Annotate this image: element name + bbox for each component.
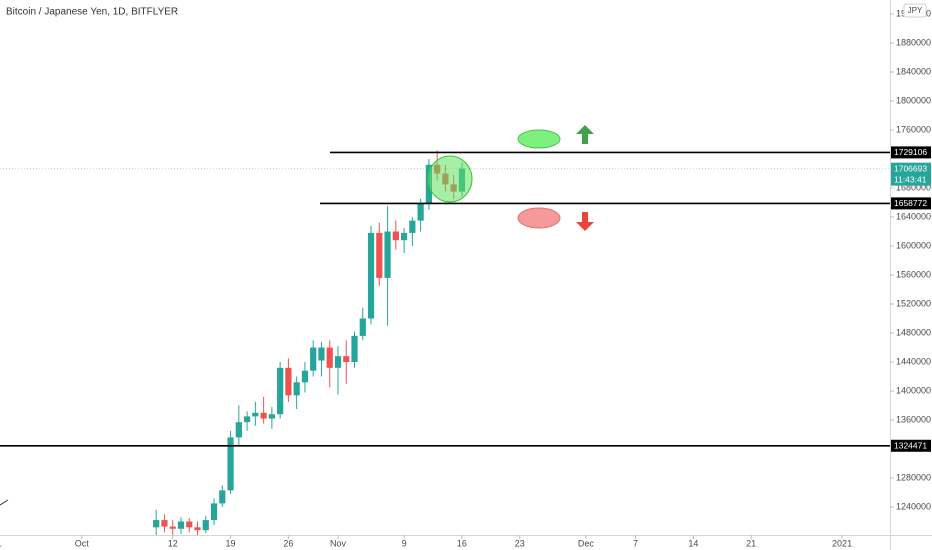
candle-body	[268, 414, 275, 419]
axis: 1240000 1280000 1360000 1400000 1440000 14800…	[0, 8, 931, 548]
level-label-box	[891, 146, 931, 159]
y-tick-label: 1800000	[896, 95, 931, 105]
candle-body	[169, 526, 176, 529]
candle-body	[219, 490, 226, 504]
level-label: 1658772	[894, 198, 927, 208]
up-arrow	[576, 125, 594, 144]
currency-box	[903, 3, 927, 18]
candle-body	[285, 367, 292, 396]
y-tick-label: 1560000	[896, 269, 931, 279]
candle-body	[343, 356, 350, 363]
y-tick-label: 1440000	[896, 356, 931, 366]
candle-body	[351, 335, 358, 363]
x-tick-label: 23	[515, 538, 525, 548]
candle-body	[260, 412, 267, 419]
candle-body	[161, 520, 168, 527]
candle-body	[293, 382, 300, 396]
x-tick-label: 1	[0, 538, 2, 548]
x-tick-label: 7	[633, 538, 638, 548]
candle-body	[301, 370, 309, 383]
candle-body	[252, 412, 259, 417]
x-tick-label: 21	[746, 538, 756, 548]
x-tick-label: 19	[226, 538, 236, 548]
candle-body	[202, 520, 209, 531]
chart-title: Bitcoin / Japanese Yen, 1D, BITFLYER	[6, 7, 178, 18]
y-tick-label: 1280000	[896, 472, 931, 482]
drawing-line	[0, 499, 9, 506]
candle-body	[409, 220, 416, 233]
x-tick-label: 2021	[832, 538, 852, 548]
y-tick-label: 1400000	[896, 385, 931, 395]
x-tick-label: Dec	[578, 538, 595, 548]
x-tick-label: Oct	[75, 538, 90, 548]
y-tick-label: 1600000	[896, 240, 931, 250]
level-label: 1324471	[894, 441, 927, 451]
candle-body	[235, 422, 242, 438]
candle-body	[400, 232, 408, 241]
y-tick-label: 1840000	[896, 66, 931, 76]
candle-body	[318, 347, 325, 361]
x-tick-label: 12	[168, 538, 178, 548]
y-tick-label: 1680000	[896, 182, 931, 192]
level-label-box	[891, 197, 931, 210]
candle-body	[227, 437, 234, 491]
x-tick-label: Nov	[330, 538, 347, 548]
current-price-label: 1706693	[894, 163, 927, 173]
candle-body	[194, 527, 201, 531]
candle-body	[367, 232, 375, 319]
candle-body	[153, 520, 160, 528]
x-tick-label: 16	[457, 538, 467, 548]
x-tick-label: 9	[402, 538, 407, 548]
bear-marker	[517, 207, 561, 229]
candle-body	[177, 521, 185, 529]
y-tick-label: 1240000	[896, 501, 931, 511]
candle-body	[310, 347, 317, 371]
countdown-label: 11:43:41	[894, 174, 927, 184]
current-price-box	[891, 162, 931, 186]
level-label-box	[891, 439, 931, 452]
x-tick-label: 14	[688, 538, 698, 548]
level-label: 1729106	[894, 147, 927, 157]
x-tick-label: 26	[283, 538, 293, 548]
candle-body	[384, 231, 391, 278]
y-tick-label: 1520000	[896, 298, 931, 308]
currency-label: JPY	[908, 6, 923, 15]
bull-marker	[517, 129, 561, 149]
candle-body	[210, 503, 218, 521]
y-tick-label: 1480000	[896, 327, 931, 337]
candle-body	[359, 318, 366, 336]
candle-body	[277, 367, 284, 415]
highlight-circle	[427, 155, 473, 203]
y-tick-label: 1640000	[896, 211, 931, 221]
candle-body	[376, 232, 383, 278]
candle-body	[326, 347, 333, 368]
down-arrow	[576, 212, 594, 231]
candle-body	[243, 416, 251, 423]
y-tick-label: 1880000	[896, 37, 931, 47]
candle-body	[392, 231, 399, 241]
y-tick-label: 1760000	[896, 124, 931, 134]
candle-body	[334, 356, 342, 368]
candle-body	[417, 203, 424, 221]
candle-body	[186, 521, 193, 528]
y-tick-label: 1360000	[896, 414, 931, 424]
